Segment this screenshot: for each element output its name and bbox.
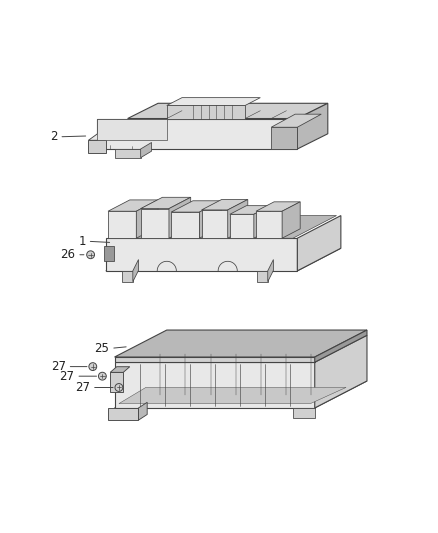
Polygon shape (127, 103, 328, 118)
Polygon shape (119, 387, 346, 403)
Circle shape (115, 384, 123, 391)
Polygon shape (115, 357, 315, 362)
Polygon shape (141, 142, 152, 158)
Polygon shape (110, 373, 123, 392)
Polygon shape (110, 367, 130, 373)
Text: 2: 2 (50, 130, 58, 143)
Text: 27: 27 (76, 381, 91, 394)
Polygon shape (108, 408, 138, 420)
Circle shape (87, 251, 95, 259)
Polygon shape (169, 197, 191, 238)
Polygon shape (115, 362, 315, 408)
Polygon shape (201, 199, 248, 210)
Polygon shape (171, 212, 199, 238)
Polygon shape (108, 211, 136, 238)
Polygon shape (108, 200, 158, 211)
Polygon shape (133, 260, 138, 282)
Polygon shape (167, 98, 260, 106)
Polygon shape (315, 335, 367, 408)
Polygon shape (115, 381, 367, 408)
Polygon shape (106, 238, 297, 271)
Polygon shape (282, 202, 300, 238)
Polygon shape (115, 149, 141, 158)
Polygon shape (106, 248, 341, 271)
Polygon shape (97, 118, 167, 140)
Polygon shape (230, 206, 270, 214)
Polygon shape (257, 271, 268, 282)
Polygon shape (88, 133, 117, 140)
Text: 1: 1 (79, 235, 86, 248)
Polygon shape (201, 210, 228, 238)
Polygon shape (268, 260, 273, 282)
Polygon shape (228, 199, 248, 238)
Polygon shape (254, 206, 270, 238)
Polygon shape (171, 201, 221, 212)
Polygon shape (141, 197, 191, 208)
Text: 25: 25 (95, 342, 110, 355)
Polygon shape (122, 271, 133, 282)
Polygon shape (315, 330, 367, 362)
Text: 27: 27 (60, 370, 74, 383)
Polygon shape (97, 118, 297, 149)
Circle shape (99, 372, 106, 380)
Circle shape (89, 362, 97, 370)
Polygon shape (256, 202, 300, 211)
Polygon shape (88, 140, 106, 154)
Polygon shape (271, 114, 321, 127)
Polygon shape (256, 211, 282, 238)
Polygon shape (230, 214, 254, 238)
Text: 27: 27 (51, 360, 66, 373)
Polygon shape (138, 402, 147, 420)
Polygon shape (199, 201, 221, 238)
Polygon shape (297, 103, 328, 149)
Polygon shape (271, 127, 297, 149)
Polygon shape (167, 106, 245, 118)
Polygon shape (110, 215, 336, 238)
Polygon shape (293, 408, 315, 417)
Polygon shape (136, 200, 158, 238)
Polygon shape (104, 246, 114, 261)
Polygon shape (297, 215, 341, 271)
Polygon shape (141, 208, 169, 238)
Polygon shape (115, 330, 367, 357)
Text: 26: 26 (60, 248, 75, 261)
